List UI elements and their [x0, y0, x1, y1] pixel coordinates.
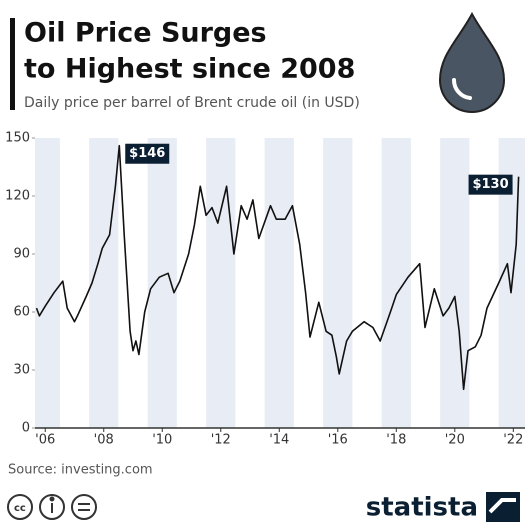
oil-drop-icon	[438, 11, 506, 113]
year-band	[206, 138, 236, 428]
annotation-label: $146	[129, 146, 165, 161]
x-tick-label: '10	[152, 433, 172, 448]
year-band	[35, 138, 60, 428]
x-tick-label: '22	[503, 433, 523, 448]
license-icons	[7, 494, 97, 520]
chart-title: Oil Price Surges	[24, 18, 267, 49]
x-tick-label: '12	[211, 433, 231, 448]
year-band	[89, 138, 119, 428]
annotation-box	[468, 174, 513, 195]
y-tick-label: 90	[13, 247, 30, 262]
x-tick-label: '18	[386, 433, 406, 448]
annotation-label: $130	[472, 177, 508, 192]
year-band	[381, 138, 411, 428]
price-line	[35, 144, 520, 391]
source: Source: investing.com	[8, 463, 153, 478]
annotation-box	[125, 143, 170, 164]
title-bar	[10, 18, 15, 110]
chart-subtitle: Daily price per barrel of Brent crude oi…	[24, 95, 360, 111]
x-tick-label: '14	[269, 433, 289, 448]
year-band	[440, 138, 470, 428]
chart-title: to Highest since 2008	[24, 54, 355, 85]
cc-icon-text: cc	[14, 503, 26, 514]
brand-logo	[486, 492, 520, 522]
y-tick-label: 120	[5, 189, 30, 204]
brand: statista	[366, 493, 478, 523]
year-band	[264, 138, 294, 428]
x-tick-label: '08	[94, 433, 114, 448]
year-band	[147, 138, 177, 428]
y-tick-label: 60	[13, 305, 30, 320]
x-tick-label: '20	[445, 433, 465, 448]
y-tick-label: 30	[13, 363, 30, 378]
plot-area: 0 30 60 90 120 150 '06 '08 '10 '12 '14 '16 '18 '20 '22…	[5, 131, 525, 448]
y-tick-label: 150	[5, 131, 30, 146]
x-tick-label: '16	[328, 433, 348, 448]
x-tick-label: '06	[35, 433, 55, 448]
y-tick-label: 0	[22, 421, 30, 436]
year-band	[323, 138, 353, 428]
